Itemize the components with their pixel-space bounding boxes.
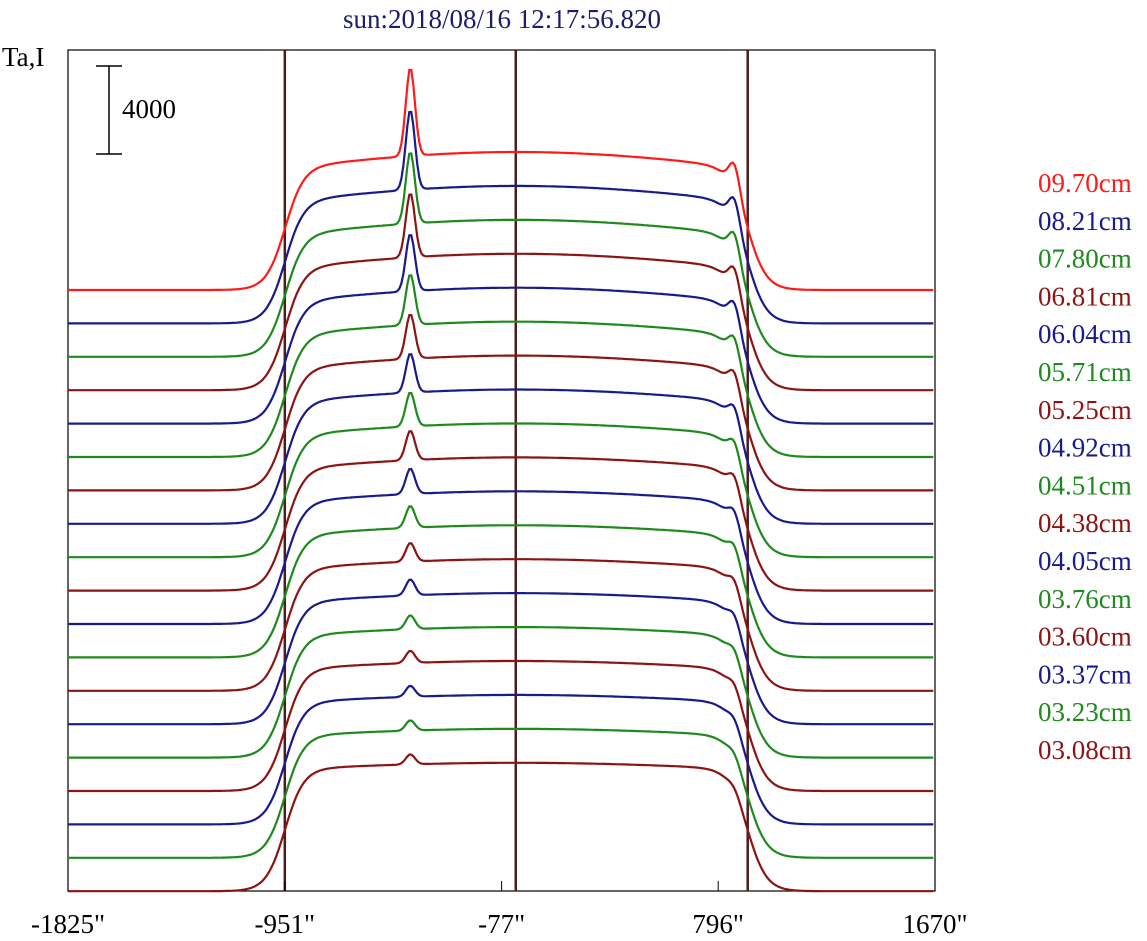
legend-entry: 05.71cm [1038, 357, 1132, 387]
legend-entry: 08.21cm [1038, 206, 1132, 236]
legend-entry: 03.60cm [1038, 622, 1132, 652]
legend-entry: 03.37cm [1038, 659, 1132, 689]
plot-frame [67, 49, 936, 892]
x-tick-label: -951" [255, 909, 316, 939]
series-line-18 [68, 753, 934, 893]
series-line-10 [68, 467, 934, 626]
legend-entry: 04.38cm [1038, 508, 1132, 538]
chart-title: sun:2018/08/16 12:17:56.820 [343, 4, 661, 34]
series-line-15 [68, 650, 934, 793]
series-line-13 [68, 578, 934, 726]
series-line-17 [68, 719, 934, 859]
x-tick-label: -1825" [31, 909, 105, 939]
series-line-7 [68, 353, 934, 525]
series-group [68, 68, 934, 893]
y-axis-label: Ta,I [2, 42, 44, 72]
legend-entry: 04.92cm [1038, 433, 1132, 463]
series-line-5 [68, 274, 934, 459]
legend-entry: 07.80cm [1038, 244, 1132, 274]
legend-entry: 04.51cm [1038, 470, 1132, 500]
scale-bar-label: 4000 [122, 94, 176, 124]
vertical-markers [283, 50, 749, 891]
legend-entry: 06.81cm [1038, 281, 1132, 311]
series-line-4 [68, 234, 934, 425]
x-axis: -1825" -951" -77" 796" 1670" [31, 881, 968, 939]
legend-entry: 03.23cm [1038, 697, 1132, 727]
legend-entry: 03.08cm [1038, 735, 1132, 765]
x-tick-label: 796" [692, 909, 744, 939]
legend-entry: 03.76cm [1038, 584, 1132, 614]
series-line-11 [68, 505, 934, 659]
x-tick-label: 1670" [902, 909, 967, 939]
x-tick-label: -77" [478, 909, 525, 939]
series-line-6 [68, 313, 934, 492]
series-line-3 [68, 193, 934, 392]
series-line-0 [68, 68, 934, 292]
series-line-1 [68, 110, 934, 325]
series-line-14 [68, 614, 934, 759]
series-line-8 [68, 391, 934, 559]
legend-entry: 05.25cm [1038, 395, 1132, 425]
legend-entry: 06.04cm [1038, 319, 1132, 349]
series-line-16 [68, 684, 934, 826]
scale-bar: 4000 [96, 65, 176, 155]
legend-entry: 09.70cm [1038, 168, 1132, 198]
legend: 09.70cm 08.21cm 07.80cm 06.81cm 06.04cm 05.71… [1038, 168, 1132, 765]
legend-entry: 04.05cm [1038, 546, 1132, 576]
series-line-2 [68, 152, 934, 358]
series-line-12 [68, 542, 934, 692]
series-line-9 [68, 430, 934, 592]
